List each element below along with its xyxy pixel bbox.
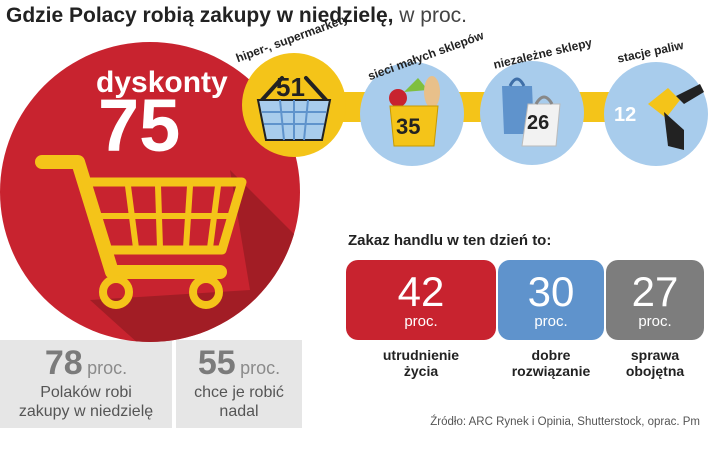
fuel-nozzle-icon (648, 84, 704, 150)
ban-value-dobre: 30 (527, 268, 575, 315)
ban-label-dobre-line2: rozwiązanie (511, 363, 591, 379)
ban-unit-utrudnienie: proc. (404, 313, 438, 330)
ban-label-utrudnienie-line1: utrudnienie (382, 347, 460, 363)
grocery-bag-icon (389, 76, 440, 147)
ban-box-utrudnienie: 42 proc. (346, 260, 496, 340)
stat-panel-shopping (0, 340, 172, 428)
title-bold: Gdzie Polacy robią zakupy w niedzielę, (6, 4, 394, 27)
stat-continue-value: 55 (197, 344, 236, 382)
ban-title: Zakaz handlu w ten dzień to: (348, 232, 552, 249)
bubble-dyskonty (0, 42, 300, 342)
stat-continue-line1: chce je robić (194, 384, 284, 401)
stat-continue-unit: proc. (240, 358, 281, 378)
ban-value-obojetna: 27 (631, 268, 679, 315)
ban-unit-obojetna: proc. (638, 313, 672, 330)
bubble-value-hiper: 51 (276, 72, 305, 102)
ban-label-utrudnienie: utrudnienie życia (346, 347, 496, 379)
chart-title: Gdzie Polacy robią zakupy w niedzielę, w… (6, 4, 467, 28)
stat-shopping-line2: zakupy w niedzielę (18, 403, 154, 420)
ban-value-utrudnienie: 42 (397, 268, 445, 315)
shopping-cart-icon (35, 155, 247, 309)
ban-label-dobre: dobre rozwiązanie (498, 347, 604, 379)
basket-icon (256, 76, 332, 141)
bubble-value-stacje: 12 (614, 104, 637, 126)
source-note: Źródło: ARC Rynek i Opinia, Shutterstock… (430, 416, 700, 428)
ban-label-dobre-line1: dobre (531, 347, 571, 363)
stat-shopping-value: 78 (44, 344, 83, 382)
ban-label-obojetna-line1: sprawa (630, 347, 680, 363)
ban-label-obojetna-line2: obojętna (625, 363, 685, 379)
stat-shopping: 78 proc. Polaków robi zakupy w niedzielę (0, 344, 172, 421)
ban-label-obojetna: sprawa obojętna (606, 347, 704, 379)
bubble-value-niezalezne: 26 (527, 112, 550, 134)
ban-unit-dobre: proc. (534, 313, 568, 330)
stat-panel-continue (176, 340, 302, 428)
ban-label-utrudnienie-line2: życia (403, 363, 439, 379)
title-unit: w proc. (393, 4, 467, 27)
bubble-value-sieci: 35 (396, 114, 421, 139)
stat-continue-line2: nadal (219, 403, 259, 420)
ban-box-dobre: 30 proc. (498, 260, 604, 340)
dyskonty-value: 75 (98, 84, 181, 167)
dyskonty-label: dyskonty (96, 66, 228, 99)
ban-box-obojetna: 27 proc. (606, 260, 704, 340)
shopping-bags-icon (502, 77, 561, 147)
stat-continue: 55 proc. chce je robić nadal (176, 344, 302, 421)
stat-shopping-line1: Polaków robi (40, 384, 132, 401)
stat-shopping-unit: proc. (87, 358, 128, 378)
